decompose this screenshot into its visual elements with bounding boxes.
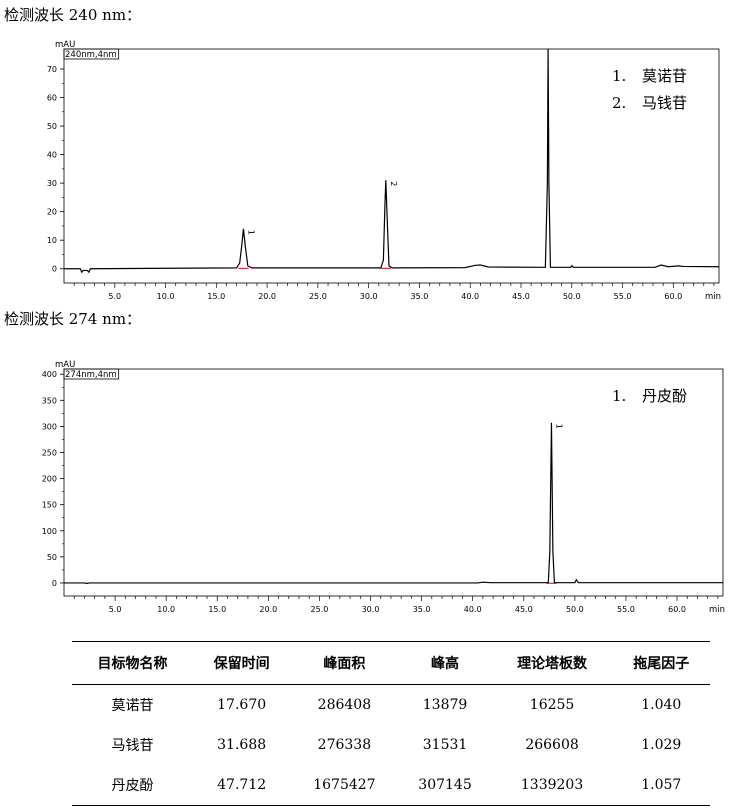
x-tick-label: 20.0 [258,292,276,301]
x-tick-label: 35.0 [411,292,429,301]
header-tailing-factor: 拖尾因子 [612,641,710,685]
y-tick-label: 40 [47,151,57,160]
table-cell: 1.029 [641,737,682,753]
y-tick-label: 400 [42,370,57,379]
legend-number: 2. [612,94,626,112]
x-tick-label: 15.0 [207,292,225,301]
trace-label: 274nm,4nm [65,370,117,380]
trace-label-box [63,368,120,380]
y-tick-label: 0 [52,579,57,588]
y-tick-label: 350 [42,396,57,405]
chromatogram-240nm: 0 10 20 30 40 50 60 70 5.0 10.0 15.0 20.0 25.0 30.0 35… [47,40,721,302]
x-tick-label: 35.0 [413,605,431,614]
peak-label: 1 [554,424,563,429]
x-tick-label: 10.0 [157,292,175,301]
table-cell: 1.057 [612,765,710,806]
y-unit-label: mAU [55,40,75,50]
y-tick-label: 60 [47,94,57,103]
peak-label: 2 [389,181,398,186]
x-tick-label: 10.0 [157,605,175,614]
x-tick-label: 15.0 [208,605,226,614]
x-tick-label: 25.0 [311,605,329,614]
y-tick-label: 200 [42,475,57,484]
table-cell: 276338 [317,737,372,753]
table-cell: 1675427 [290,765,399,806]
x-tick-label: 5.0 [109,605,122,614]
chart-2-section-title: 检测波长 274 nm： [4,310,142,328]
y-unit-label: mAU [55,360,75,370]
y-tick-label: 10 [47,236,57,245]
chart-1-section-title: 检测波长 240 nm： [4,6,142,24]
x-tick-label: 20.0 [259,605,277,614]
table-cell: 莫诺苷 [111,698,154,714]
peak-label: 1 [246,230,255,235]
x-tick-label: 40.0 [461,292,479,301]
y-tick-label: 30 [47,179,57,188]
x-tick-label: 45.0 [512,292,530,301]
table-cell: 17.670 [217,697,267,713]
table-cell: 31.688 [217,737,267,753]
x-tick-label: 30.0 [362,605,380,614]
table-cell: 13879 [422,697,468,713]
table-cell: 286408 [317,697,372,713]
y-tick-label: 250 [42,448,57,457]
results-table: 目标物名称 保留时间 峰面积 峰高 理论塔板数 拖尾因子 莫诺苷 17.670 … [72,641,710,806]
x-tick-label: 25.0 [309,292,327,301]
x-unit-label: min [709,605,725,615]
series-line [64,422,723,585]
table-cell: 1339203 [491,765,613,806]
header-retention-time: 保留时间 [192,641,291,685]
y-tick-label: 100 [42,527,57,536]
x-tick-label: 60.0 [664,292,682,301]
trace-label: 240nm,4nm [65,50,117,60]
table-cell: 307145 [398,765,492,806]
y-tick-label: 20 [47,208,57,217]
chromatogram-274nm: 0 50 100 150 200 250 300 350 400 5.0 10.0 15.0 20.0 2… [42,360,725,615]
legend-number: 1. [612,387,626,405]
x-tick-label: 60.0 [668,605,686,614]
header-peak-area: 峰面积 [290,641,399,685]
table-row: 丹皮酚 47.712 1675427 307145 1339203 1.057 [72,765,710,806]
table-row: 莫诺苷 17.670 286408 13879 16255 1.040 [72,685,710,726]
legend-entry: 丹皮酚 [642,387,687,405]
table-cell: 16255 [529,697,575,713]
legend-entry: 莫诺苷 [642,67,687,85]
table-cell: 31531 [422,737,468,753]
table-cell: 266608 [525,737,579,753]
x-tick-label: 50.0 [566,605,584,614]
x-tick-label: 55.0 [614,292,632,301]
legend-number: 1. [612,67,626,85]
legend-entry: 马钱苷 [642,94,687,112]
table-cell: 马钱苷 [111,738,154,754]
plot-frame [63,48,720,284]
x-tick-label: 50.0 [563,292,581,301]
header-theoretical-plates: 理论塔板数 [491,641,613,685]
trace-label-box [63,48,120,60]
table-row: 马钱苷 31.688 276338 31531 266608 1.029 [72,725,710,765]
y-tick-label: 70 [47,65,57,74]
x-tick-label: 45.0 [515,605,533,614]
y-tick-label: 0 [52,265,57,274]
header-peak-height: 峰高 [398,641,492,685]
x-tick-label: 5.0 [108,292,121,301]
plot-frame [63,368,724,597]
table-cell: 47.712 [192,765,291,806]
table-cell: 1.040 [641,697,682,713]
results-table-header-row: 目标物名称 保留时间 峰面积 峰高 理论塔板数 拖尾因子 [72,641,710,685]
x-unit-label: min [705,292,721,302]
x-tick-label: 30.0 [360,292,378,301]
x-tick-label: 40.0 [464,605,482,614]
y-tick-label: 50 [47,553,57,562]
y-tick-label: 50 [47,122,57,131]
y-tick-label: 300 [42,422,57,431]
series-line [64,48,720,274]
x-tick-label: 55.0 [617,605,635,614]
y-tick-label: 150 [42,501,57,510]
table-cell: 丹皮酚 [72,765,193,806]
header-analyte-name: 目标物名称 [72,641,193,685]
